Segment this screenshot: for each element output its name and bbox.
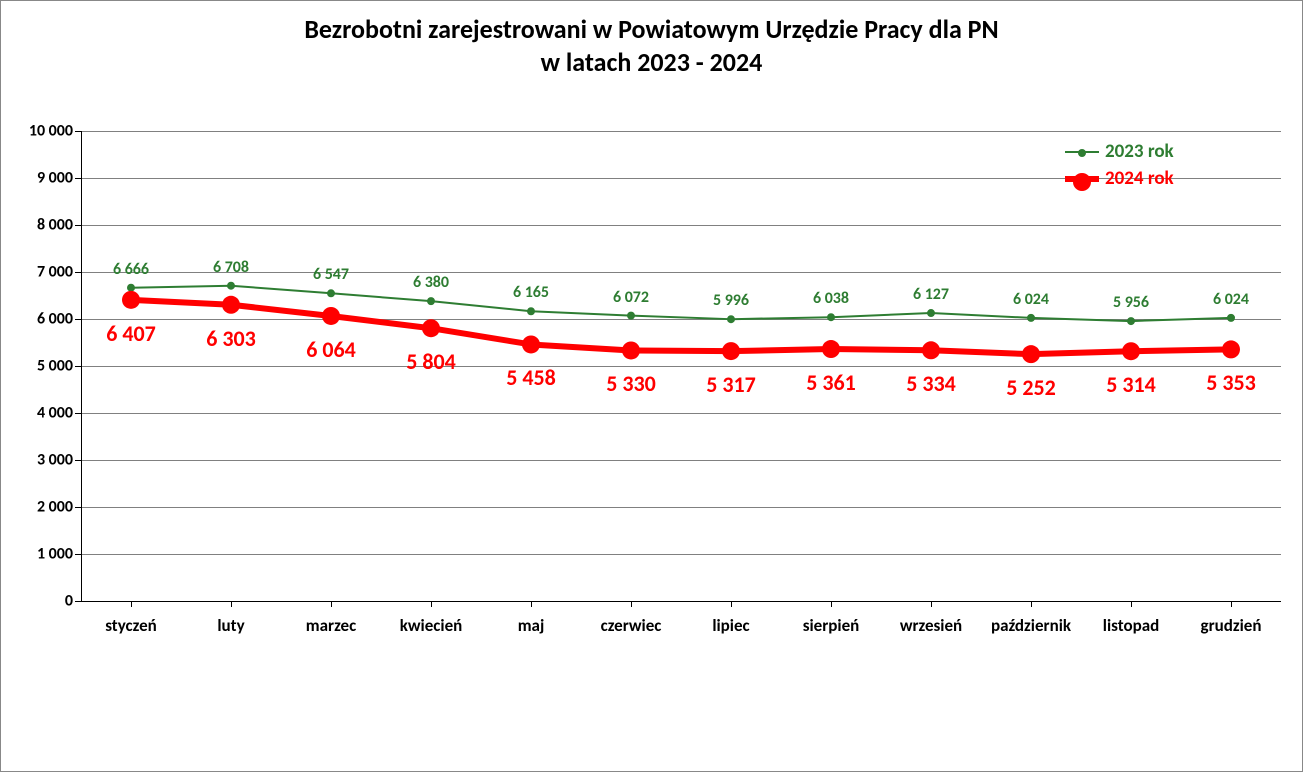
- series-marker: [527, 307, 535, 315]
- data-label: 6 165: [513, 283, 549, 302]
- series-marker: [622, 341, 640, 359]
- data-label: 5 361: [806, 369, 856, 396]
- legend-marker-icon: [1073, 173, 1091, 191]
- data-label: 5 996: [713, 291, 749, 310]
- series-marker: [1022, 345, 1040, 363]
- data-label: 6 303: [206, 325, 256, 352]
- series-marker: [927, 309, 935, 317]
- legend-line-icon: [1065, 176, 1099, 182]
- x-tick-mark: [1031, 601, 1032, 607]
- data-label: 5 458: [506, 364, 556, 391]
- gridline: [81, 366, 1281, 367]
- series-marker: [122, 291, 140, 309]
- legend-line-icon: [1065, 151, 1099, 153]
- data-label: 5 330: [606, 370, 656, 397]
- series-marker: [1122, 342, 1140, 360]
- legend-item: 2024 rok: [1065, 167, 1174, 190]
- data-label: 5 317: [706, 371, 756, 398]
- data-label: 6 024: [1013, 290, 1049, 309]
- legend-label: 2024 rok: [1105, 167, 1174, 190]
- data-label: 6 072: [613, 288, 649, 307]
- x-tick-mark: [231, 601, 232, 607]
- data-label: 5 314: [1106, 371, 1156, 398]
- series-marker: [1222, 340, 1240, 358]
- series-marker: [1027, 314, 1035, 322]
- series-marker: [722, 342, 740, 360]
- gridline: [81, 272, 1281, 273]
- x-tick-mark: [131, 601, 132, 607]
- plot-area: 01 0002 0003 0004 0005 0006 0007 0008 00…: [81, 131, 1281, 601]
- legend-label: 2023 rok: [1105, 140, 1174, 163]
- chart-title: Bezrobotni zarejestrowani w Powiatowym U…: [1, 1, 1302, 78]
- data-label: 6 547: [313, 265, 349, 284]
- title-line-1: Bezrobotni zarejestrowani w Powiatowym U…: [304, 13, 998, 45]
- gridline: [81, 413, 1281, 414]
- data-label: 6 064: [306, 336, 356, 363]
- series-marker: [127, 284, 135, 292]
- series-marker: [522, 335, 540, 353]
- x-tick-mark: [331, 601, 332, 607]
- series-marker: [922, 341, 940, 359]
- series-marker: [1227, 314, 1235, 322]
- x-tick-mark: [1131, 601, 1132, 607]
- y-tick-label: 10 000: [29, 122, 81, 141]
- chart-container: Bezrobotni zarejestrowani w Powiatowym U…: [0, 0, 1303, 772]
- data-label: 6 380: [413, 273, 449, 292]
- series-marker: [427, 297, 435, 305]
- gridline: [81, 131, 1281, 132]
- gridline: [81, 319, 1281, 320]
- data-label: 5 334: [906, 370, 956, 397]
- title-line-2: w latach 2023 - 2024: [541, 46, 763, 78]
- gridline: [81, 507, 1281, 508]
- x-tick-mark: [831, 601, 832, 607]
- series-marker: [822, 340, 840, 358]
- series-marker: [322, 307, 340, 325]
- x-tick-mark: [631, 601, 632, 607]
- data-label: 6 127: [913, 285, 949, 304]
- series-marker: [422, 319, 440, 337]
- x-tick-mark: [531, 601, 532, 607]
- data-label: 6 708: [213, 258, 249, 277]
- gridline: [81, 460, 1281, 461]
- data-label: 6 666: [113, 260, 149, 279]
- legend-item: 2023 rok: [1065, 140, 1174, 163]
- data-label: 6 407: [106, 320, 156, 347]
- y-axis-line: [81, 131, 82, 601]
- x-tick-mark: [731, 601, 732, 607]
- series-marker: [827, 313, 835, 321]
- legend-marker-icon: [1078, 149, 1086, 157]
- x-axis-line: [81, 601, 1281, 602]
- data-label: 5 804: [406, 348, 456, 375]
- series-marker: [327, 289, 335, 297]
- series-marker: [227, 282, 235, 290]
- data-label: 5 956: [1113, 293, 1149, 312]
- x-tick-mark: [1231, 601, 1232, 607]
- series-line: [131, 300, 1231, 354]
- legend: 2023 rok 2024 rok: [1065, 140, 1174, 194]
- data-label: 6 038: [813, 289, 849, 308]
- data-label: 6 024: [1213, 290, 1249, 309]
- data-label: 5 353: [1206, 369, 1256, 396]
- series-line: [131, 286, 1231, 321]
- gridline: [81, 225, 1281, 226]
- data-label: 5 252: [1006, 374, 1056, 401]
- gridline: [81, 554, 1281, 555]
- x-tick-mark: [931, 601, 932, 607]
- x-tick-mark: [431, 601, 432, 607]
- series-marker: [222, 296, 240, 314]
